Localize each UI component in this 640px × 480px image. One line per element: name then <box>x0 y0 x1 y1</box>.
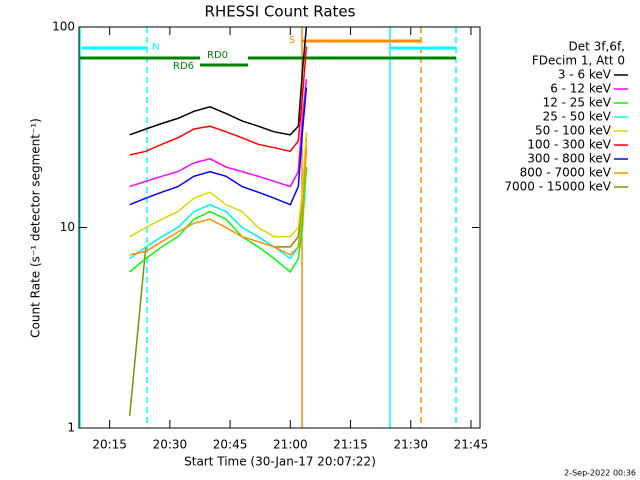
legend-label: 12 - 25 keV <box>543 96 612 110</box>
legend-label: 7000 - 15000 keV <box>504 180 611 194</box>
x-tick-label: 21:45 <box>454 438 489 452</box>
x-axis-label: Start Time (30-Jan-17 20:07:22) <box>184 455 376 469</box>
legend-label: 300 - 800 keV <box>527 152 611 166</box>
chart-title: RHESSI Count Rates <box>205 3 356 21</box>
series-line <box>129 26 308 136</box>
legend-label: 100 - 300 keV <box>527 138 611 152</box>
annotation: RD0 <box>207 50 228 61</box>
series-line <box>129 147 308 256</box>
footer: 2-Sep-2022 00:36 <box>564 469 636 478</box>
annotation: N <box>152 42 159 53</box>
x-tick-label: 21:00 <box>273 438 308 452</box>
x-tick-label: 20:45 <box>213 438 248 452</box>
legend-label: 800 - 7000 keV <box>520 166 612 180</box>
legend-label: 50 - 100 keV <box>535 124 612 138</box>
series-line <box>129 79 308 188</box>
x-tick-label: 20:15 <box>92 438 127 452</box>
series-line <box>129 46 308 156</box>
series-line <box>129 87 308 206</box>
annotation: S <box>289 35 295 46</box>
y-tick-label: 100 <box>52 20 75 34</box>
y-tick-label: 10 <box>60 220 75 234</box>
annotation: RD6 <box>173 61 194 72</box>
legend-label: 3 - 6 keV <box>558 68 612 82</box>
legend-header: Det 3f,6f, <box>569 40 626 54</box>
x-tick-label: 21:15 <box>333 438 368 452</box>
y-tick-label: 1 <box>67 421 75 435</box>
series-line <box>129 167 308 274</box>
x-tick-label: 21:30 <box>393 438 428 452</box>
x-tick-label: 20:30 <box>153 438 188 452</box>
legend-label: 6 - 12 keV <box>550 82 612 96</box>
y-axis-label: Count Rate (s⁻¹ detector segment⁻¹) <box>29 118 43 338</box>
legend-header: FDecim 1, Att 0 <box>532 54 625 68</box>
legend-label: 25 - 50 keV <box>543 110 612 124</box>
series-line <box>129 131 308 238</box>
